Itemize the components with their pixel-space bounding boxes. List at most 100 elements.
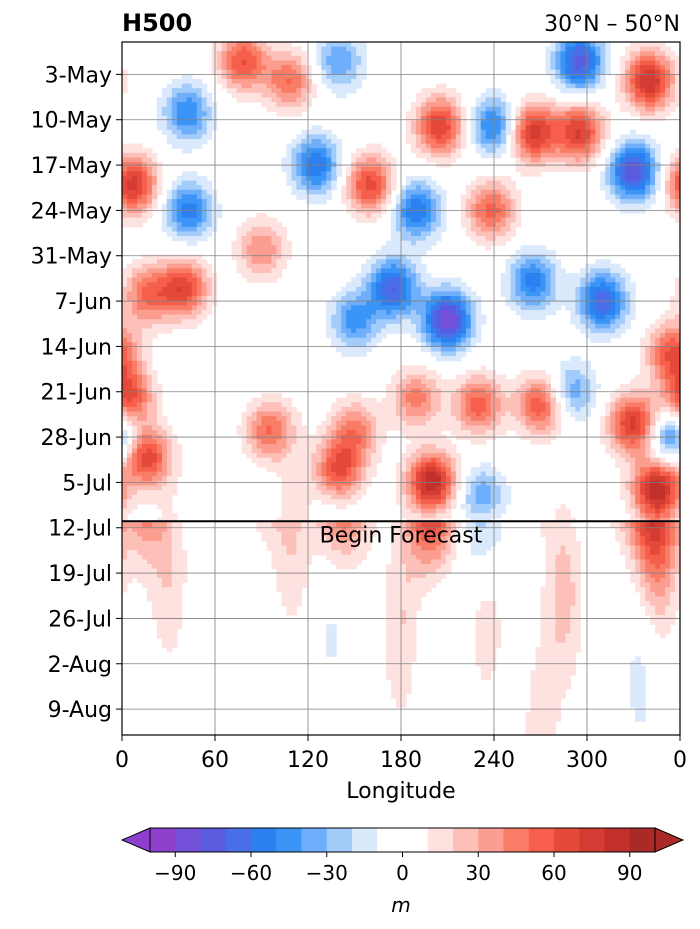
heatmap-cell <box>520 166 527 172</box>
heatmap-cell <box>550 263 557 269</box>
heatmap-cell <box>241 74 248 80</box>
heatmap-cell <box>201 203 208 209</box>
heatmap-cell <box>356 217 362 223</box>
heatmap-cell <box>306 134 312 140</box>
heatmap-cell <box>261 55 268 62</box>
heatmap-cell <box>420 388 427 394</box>
heatmap-cell <box>306 199 312 205</box>
heatmap-cell <box>341 92 347 99</box>
heatmap-cell <box>475 231 482 237</box>
heatmap-cell <box>490 416 497 422</box>
heatmap-cell <box>405 277 412 283</box>
heatmap-cell <box>151 203 158 209</box>
heatmap-cell <box>650 425 656 431</box>
heatmap-cell <box>181 236 188 242</box>
heatmap-cell <box>201 97 208 103</box>
heatmap-cell <box>575 88 581 94</box>
heatmap-cell <box>415 291 422 297</box>
heatmap-cell <box>201 120 208 126</box>
heatmap-cell <box>540 305 547 311</box>
heatmap-cell <box>126 171 133 177</box>
heatmap-cell <box>171 309 178 316</box>
heatmap-cell <box>171 78 178 85</box>
heatmap-cell <box>495 129 502 135</box>
heatmap-cell <box>221 60 228 66</box>
heatmap-cell <box>261 92 268 99</box>
heatmap-cell <box>615 273 621 279</box>
heatmap-cell <box>465 194 472 200</box>
heatmap-cell <box>625 106 631 112</box>
heatmap-cell <box>480 370 487 376</box>
heatmap-cell <box>555 102 562 108</box>
heatmap-cell <box>675 175 680 182</box>
heatmap-cell <box>331 88 337 94</box>
heatmap-cell <box>440 319 447 325</box>
heatmap-cell <box>430 97 437 103</box>
heatmap-cell <box>515 203 522 209</box>
heatmap-cell <box>575 383 581 390</box>
heatmap-cell <box>585 314 591 320</box>
heatmap-cell <box>495 411 502 417</box>
heatmap-cell <box>485 212 492 219</box>
heatmap-cell <box>500 277 507 283</box>
heatmap-cell <box>595 291 601 297</box>
heatmap-cell <box>356 397 362 403</box>
heatmap-cell <box>595 143 601 149</box>
heatmap-cell <box>376 406 382 413</box>
heatmap-cell <box>346 175 352 182</box>
heatmap-cell <box>465 425 472 431</box>
heatmap-cell <box>136 296 143 302</box>
heatmap-cell <box>261 60 268 66</box>
heatmap-cell <box>445 88 452 94</box>
heatmap-cell <box>126 370 133 376</box>
heatmap-cell <box>336 78 342 85</box>
heatmap-cell <box>450 393 457 399</box>
heatmap-cell <box>181 268 188 274</box>
heatmap-cell <box>435 402 442 408</box>
heatmap-cell <box>181 171 188 177</box>
heatmap-cell <box>401 240 407 246</box>
heatmap-cell <box>620 134 626 140</box>
heatmap-cell <box>161 420 168 427</box>
heatmap-cell <box>266 236 273 242</box>
heatmap-cell <box>126 296 133 302</box>
heatmap-cell <box>191 240 198 246</box>
heatmap-cell <box>425 402 432 408</box>
heatmap-cell <box>540 397 547 403</box>
heatmap-cell <box>351 420 357 427</box>
heatmap-cell <box>306 74 312 80</box>
heatmap-cell <box>490 411 497 417</box>
heatmap-cell <box>126 309 133 316</box>
heatmap-cell <box>206 277 213 283</box>
heatmap-cell <box>151 268 158 274</box>
heatmap-cell <box>430 406 437 413</box>
heatmap-cell <box>276 245 283 251</box>
heatmap-cell <box>635 416 641 422</box>
heatmap-cell <box>146 416 153 422</box>
heatmap-cell <box>675 92 680 99</box>
heatmap-cell <box>445 402 452 408</box>
heatmap-cell <box>450 342 457 348</box>
heatmap-cell <box>410 277 417 283</box>
heatmap-cell <box>430 226 437 233</box>
heatmap-cell <box>261 277 268 283</box>
heatmap-cell <box>435 393 442 399</box>
heatmap-cell <box>480 189 487 196</box>
heatmap-cell <box>191 314 198 320</box>
heatmap-cell <box>505 420 512 427</box>
heatmap-cell <box>570 356 576 362</box>
heatmap-cell <box>241 231 248 237</box>
heatmap-cell <box>186 199 193 205</box>
heatmap-cell <box>625 69 631 75</box>
heatmap-cell <box>460 296 467 302</box>
heatmap-cell <box>590 69 596 75</box>
heatmap-cell <box>625 102 631 108</box>
heatmap-cell <box>415 189 422 196</box>
heatmap-cell <box>665 111 671 117</box>
heatmap-cell <box>560 51 567 57</box>
heatmap-cell <box>575 370 581 376</box>
heatmap-cell <box>206 231 213 237</box>
heatmap-cell <box>191 111 198 117</box>
heatmap-cell <box>595 78 601 85</box>
heatmap-cell <box>520 129 527 135</box>
